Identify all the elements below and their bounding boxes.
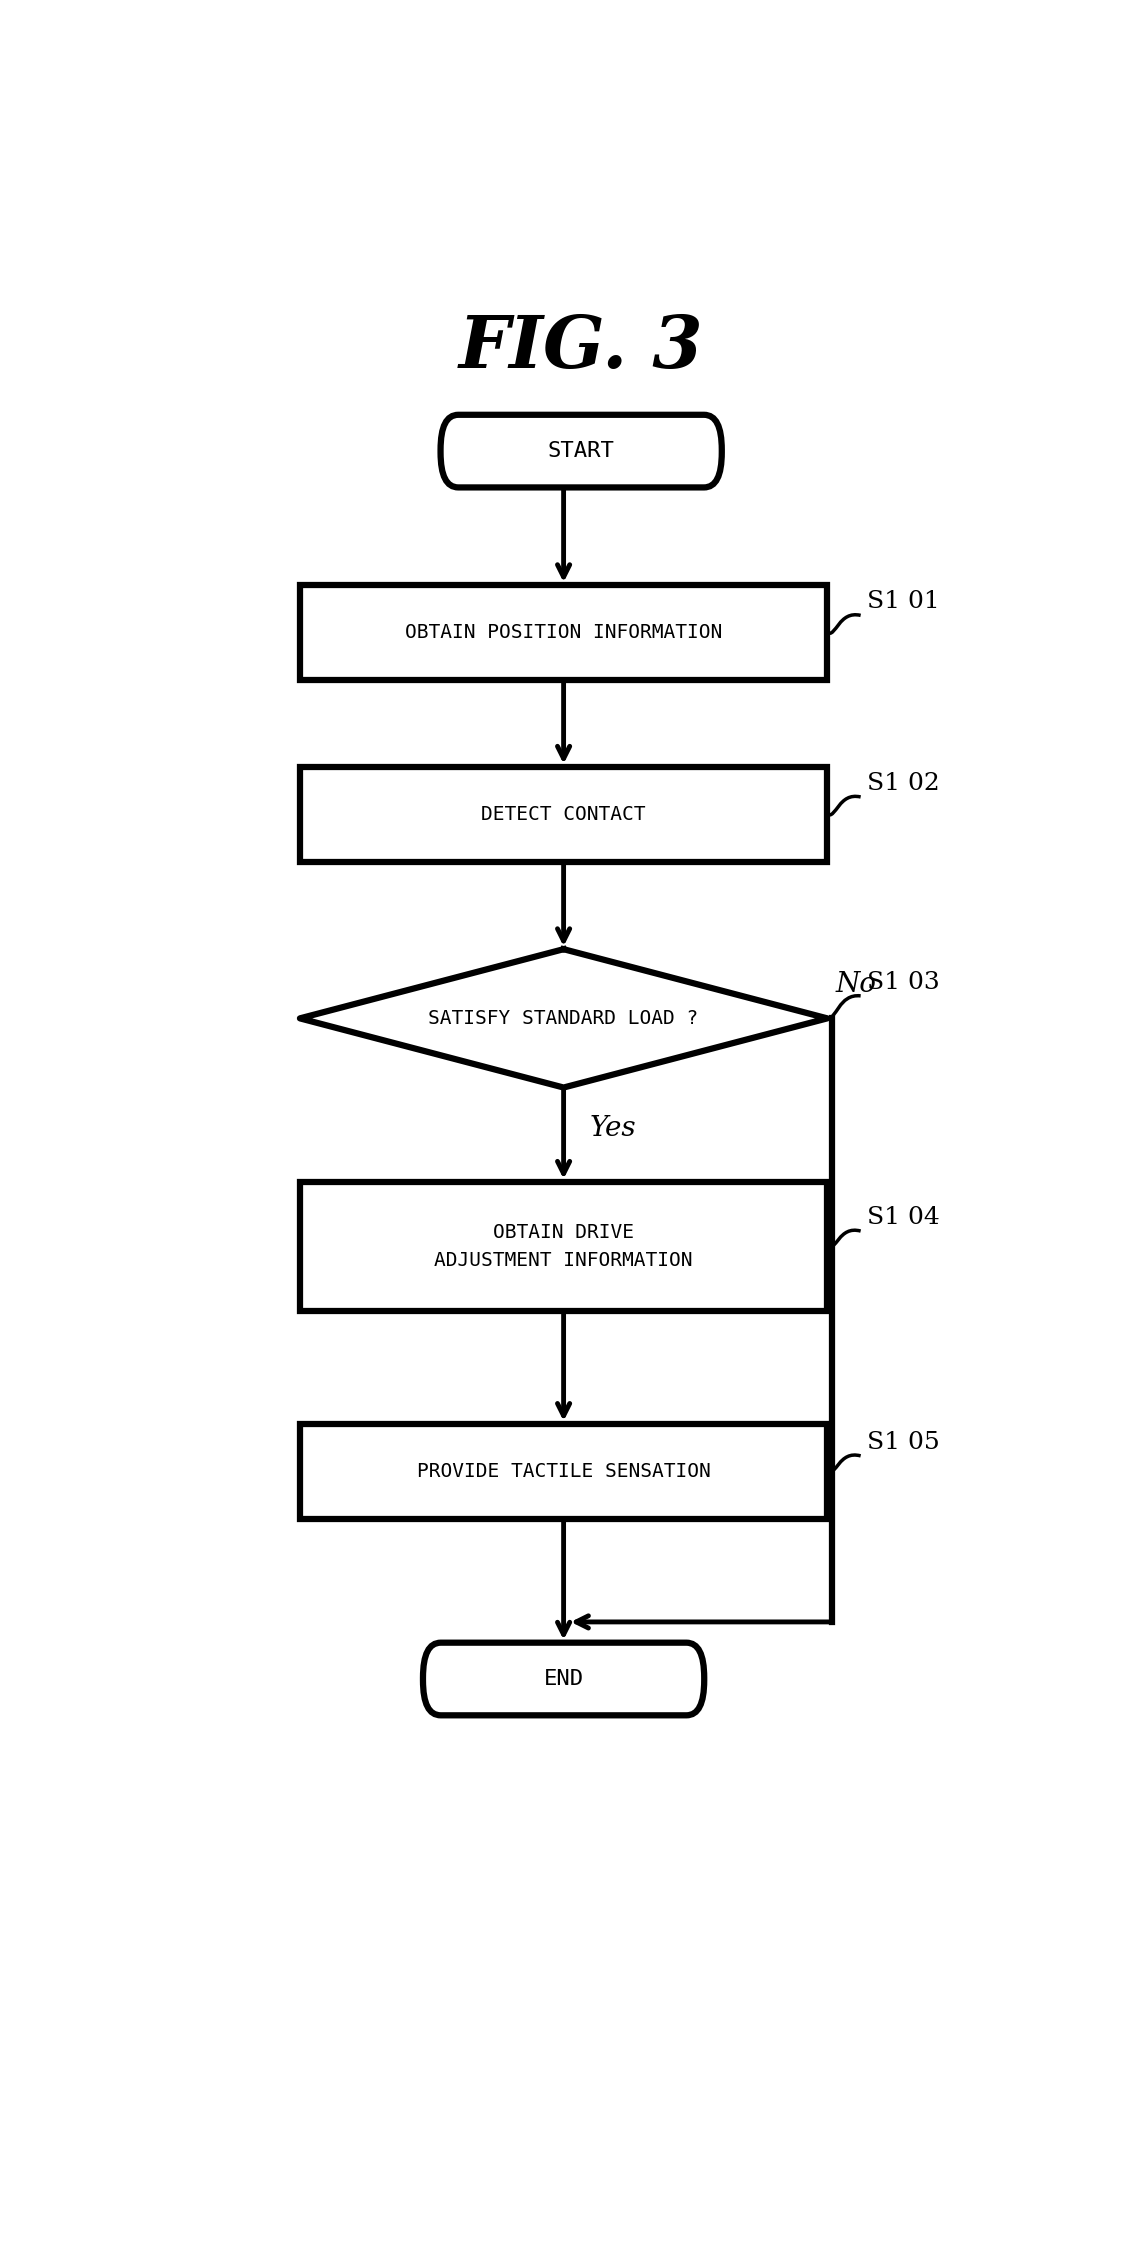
Text: S1 04: S1 04 — [866, 1206, 940, 1229]
Text: DETECT CONTACT: DETECT CONTACT — [481, 804, 646, 824]
Text: S1 01: S1 01 — [866, 591, 939, 613]
FancyBboxPatch shape — [423, 1642, 704, 1716]
FancyBboxPatch shape — [440, 416, 721, 487]
Text: OBTAIN POSITION INFORMATION: OBTAIN POSITION INFORMATION — [405, 622, 722, 642]
Text: S1 03: S1 03 — [866, 970, 940, 993]
Text: S1 05: S1 05 — [866, 1431, 940, 1453]
Text: PROVIDE TACTILE SENSATION: PROVIDE TACTILE SENSATION — [416, 1462, 711, 1480]
Text: S1 02: S1 02 — [866, 773, 940, 795]
Text: OBTAIN DRIVE
ADJUSTMENT INFORMATION: OBTAIN DRIVE ADJUSTMENT INFORMATION — [434, 1224, 693, 1271]
Bar — [299, 766, 828, 862]
Text: SATISFY STANDARD LOAD ?: SATISFY STANDARD LOAD ? — [429, 1008, 699, 1029]
Text: Yes: Yes — [590, 1116, 636, 1143]
Text: START: START — [548, 440, 615, 460]
Bar — [299, 1181, 828, 1312]
Text: FIG. 3: FIG. 3 — [459, 312, 703, 382]
Polygon shape — [299, 950, 828, 1087]
Text: END: END — [543, 1669, 584, 1689]
Text: No: No — [836, 970, 877, 997]
Bar — [299, 1424, 828, 1518]
Bar — [299, 586, 828, 681]
